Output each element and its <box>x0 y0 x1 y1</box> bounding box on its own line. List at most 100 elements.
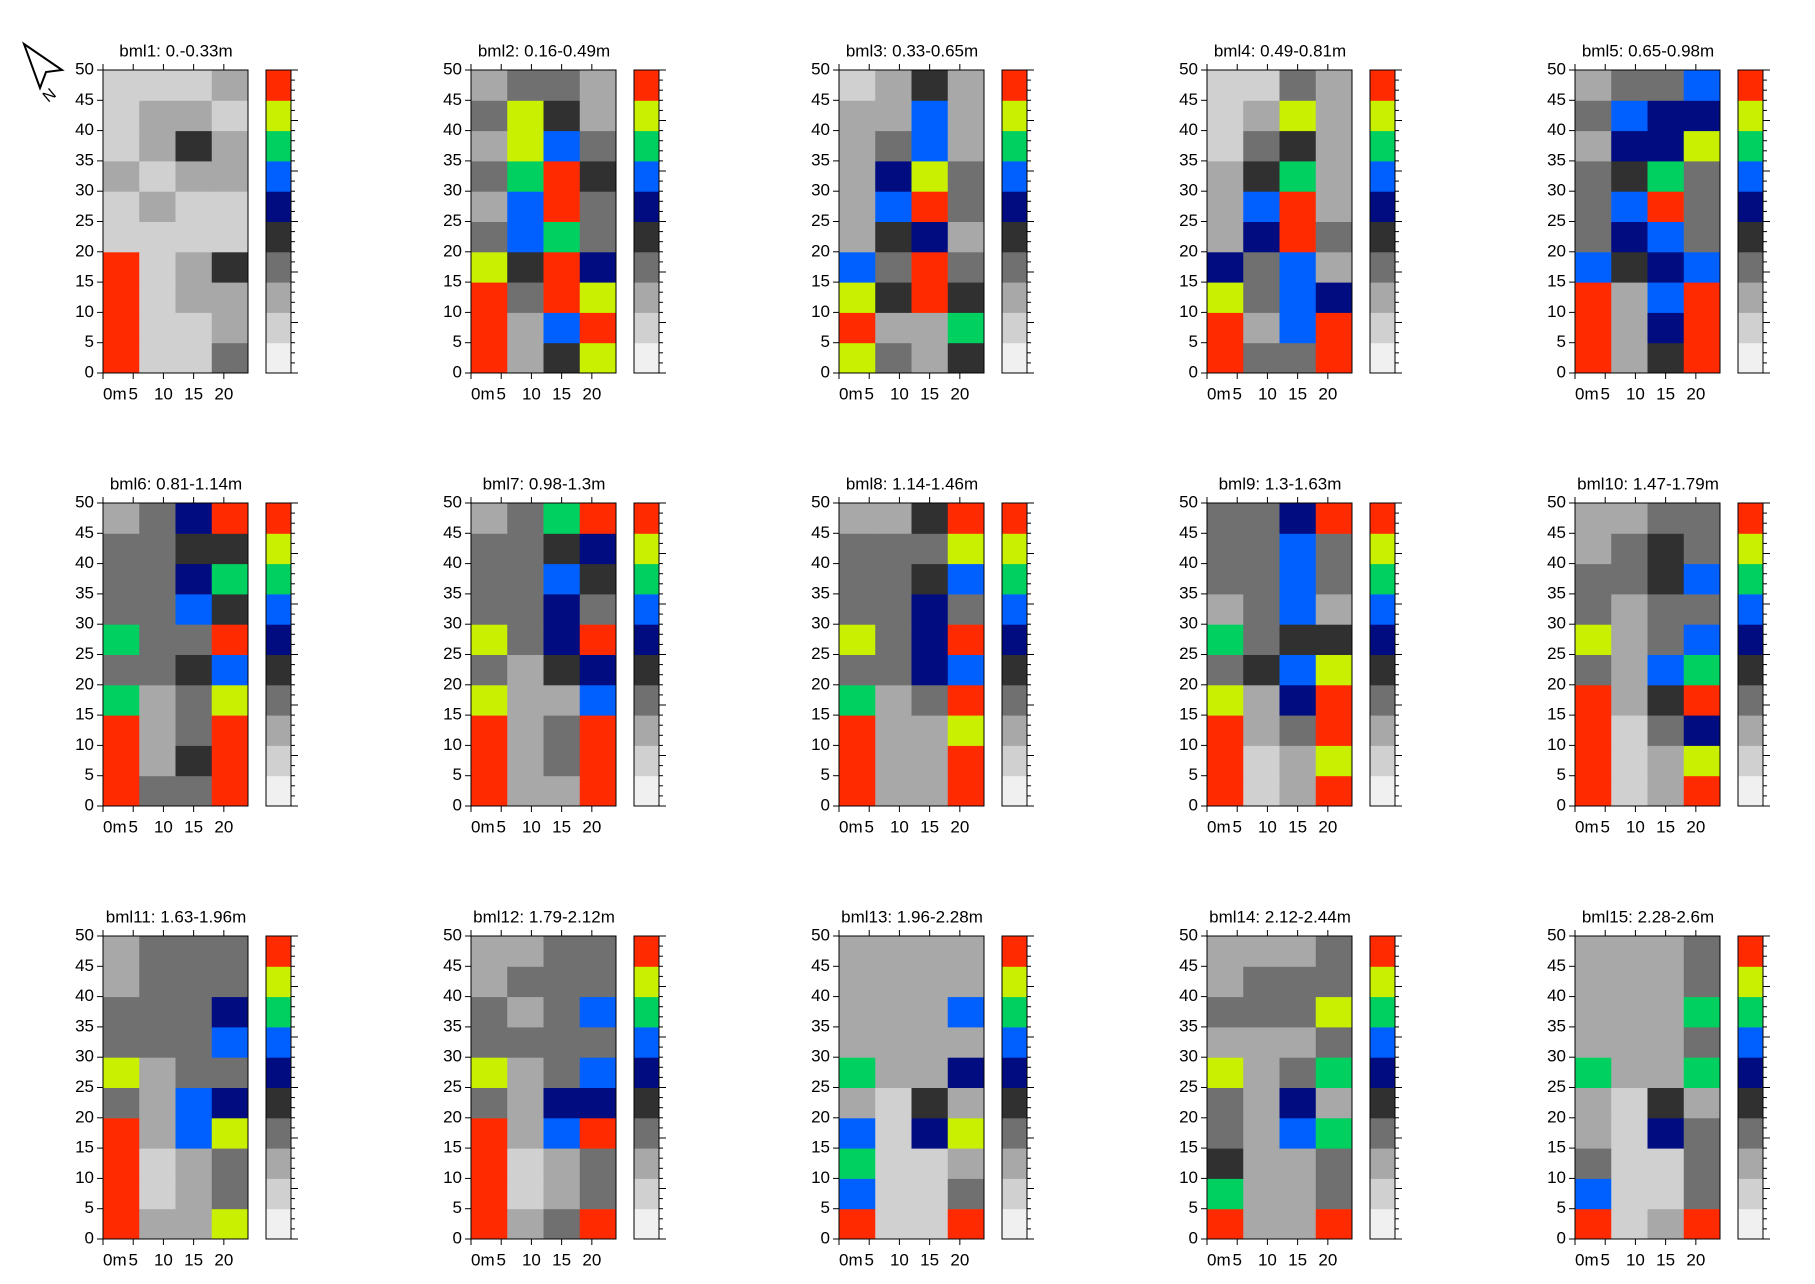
heatmap-cell <box>1207 1117 1244 1149</box>
heatmap-cell <box>471 70 508 101</box>
x-tick-label: 0m <box>103 817 127 836</box>
heatmap-cell <box>1315 936 1353 967</box>
heatmap-cell <box>1611 1148 1648 1179</box>
x-tick-label: 15 <box>1288 1250 1307 1269</box>
y-tick-label: 20 <box>75 241 94 260</box>
y-tick-label: 20 <box>75 1107 94 1126</box>
heatmap-cell <box>839 1178 876 1210</box>
heatmap-cell <box>1611 1178 1648 1210</box>
colorbar-band <box>266 624 291 655</box>
heatmap-cell <box>1611 745 1648 777</box>
x-tick-label: 20 <box>1686 384 1705 403</box>
heatmap-cell <box>579 775 617 807</box>
y-tick-label: 10 <box>811 302 830 321</box>
y-tick-label: 50 <box>811 925 830 944</box>
heatmap-cell <box>507 996 544 1028</box>
colorbar-band <box>1738 160 1763 192</box>
heatmap-cell <box>175 593 213 625</box>
heatmap-cell <box>1611 684 1648 716</box>
colorbar-band <box>634 745 659 777</box>
heatmap-cell <box>1279 1087 1317 1119</box>
heatmap-cell <box>543 191 581 222</box>
colorbar-band <box>266 936 291 967</box>
colorbar-band <box>1738 654 1763 686</box>
colorbar-band <box>1002 715 1027 746</box>
heatmap-cell <box>471 251 508 283</box>
heatmap-cell <box>103 503 140 534</box>
colorbar-band <box>1738 1087 1763 1119</box>
heatmap-cell <box>211 282 249 313</box>
y-tick-label: 5 <box>1557 1198 1566 1217</box>
heatmap-cell <box>211 1178 249 1210</box>
y-tick-label: 35 <box>1179 583 1198 602</box>
x-tick-label: 10 <box>522 1250 541 1269</box>
heatmap-cell <box>875 100 912 132</box>
heatmap-cell <box>211 1117 249 1149</box>
y-tick-label: 20 <box>443 241 462 260</box>
x-tick-label: 0m <box>839 384 863 403</box>
heatmap-cell <box>507 533 544 565</box>
y-tick-label: 45 <box>811 523 830 542</box>
y-tick-label: 35 <box>75 1016 94 1035</box>
colorbar-band <box>266 1087 291 1119</box>
x-tick-label: 10 <box>1258 384 1277 403</box>
y-tick-label: 20 <box>811 1107 830 1126</box>
heatmap-cell <box>1683 684 1721 716</box>
colorbar-band <box>1738 70 1763 101</box>
heatmap-cell <box>507 221 544 253</box>
y-tick-label: 25 <box>811 211 830 230</box>
heatmap-cell <box>1315 312 1353 344</box>
heatmap-cell <box>947 533 985 565</box>
colorbar-band <box>266 282 291 313</box>
y-tick-label: 0 <box>1557 362 1566 381</box>
heatmap-cell <box>139 130 176 162</box>
heatmap-cell <box>1315 282 1353 313</box>
y-tick-label: 45 <box>811 956 830 975</box>
heatmap-cell <box>211 130 249 162</box>
heatmap-cell <box>579 936 617 967</box>
heatmap-cell <box>1647 1148 1685 1179</box>
heatmap-cell <box>1575 1087 1612 1119</box>
heatmap-cell <box>1207 966 1244 998</box>
heatmap-cell <box>1575 936 1612 967</box>
x-tick-label: 5 <box>128 384 137 403</box>
x-tick-label: 10 <box>890 384 909 403</box>
heatmap-cell <box>1575 191 1612 222</box>
heatmap-cell <box>175 533 213 565</box>
x-tick-label: 10 <box>1258 817 1277 836</box>
colorbar-band <box>266 342 291 374</box>
heatmap-cell <box>1611 221 1648 253</box>
x-tick-label: 10 <box>522 384 541 403</box>
x-tick-label: 15 <box>1656 384 1675 403</box>
heatmap-cell <box>507 130 544 162</box>
panel-title: bml4: 0.49-0.81m <box>1214 41 1346 60</box>
y-tick-label: 0 <box>1189 1228 1198 1247</box>
y-tick-label: 15 <box>443 1138 462 1157</box>
heatmap-cell <box>543 1148 581 1179</box>
colorbar-band <box>266 221 291 253</box>
y-tick-label: 25 <box>443 1077 462 1096</box>
y-tick-label: 30 <box>443 1047 462 1066</box>
heatmap-cell <box>139 251 176 283</box>
x-tick-label: 5 <box>1232 817 1241 836</box>
heatmap-cell <box>139 1117 176 1149</box>
x-tick-label: 10 <box>154 1250 173 1269</box>
y-tick-label: 30 <box>75 181 94 200</box>
x-tick-label: 0m <box>1207 384 1231 403</box>
heatmap-cell <box>1611 191 1648 222</box>
x-tick-label: 15 <box>920 817 939 836</box>
heatmap-cell <box>1575 1057 1612 1088</box>
heatmap-cell <box>471 160 508 192</box>
heatmap-cell <box>1611 1057 1648 1088</box>
heatmap-cell <box>471 1208 508 1240</box>
colorbar-band <box>1002 533 1027 565</box>
x-tick-label: 15 <box>920 1250 939 1269</box>
heatmap-cell <box>211 593 249 625</box>
colorbar-band <box>1370 745 1395 777</box>
y-tick-label: 20 <box>1179 241 1198 260</box>
heatmap-cell <box>543 966 581 998</box>
panel-title: bml7: 0.98-1.3m <box>483 474 606 493</box>
y-tick-label: 40 <box>811 553 830 572</box>
heatmap-cell <box>103 221 140 253</box>
